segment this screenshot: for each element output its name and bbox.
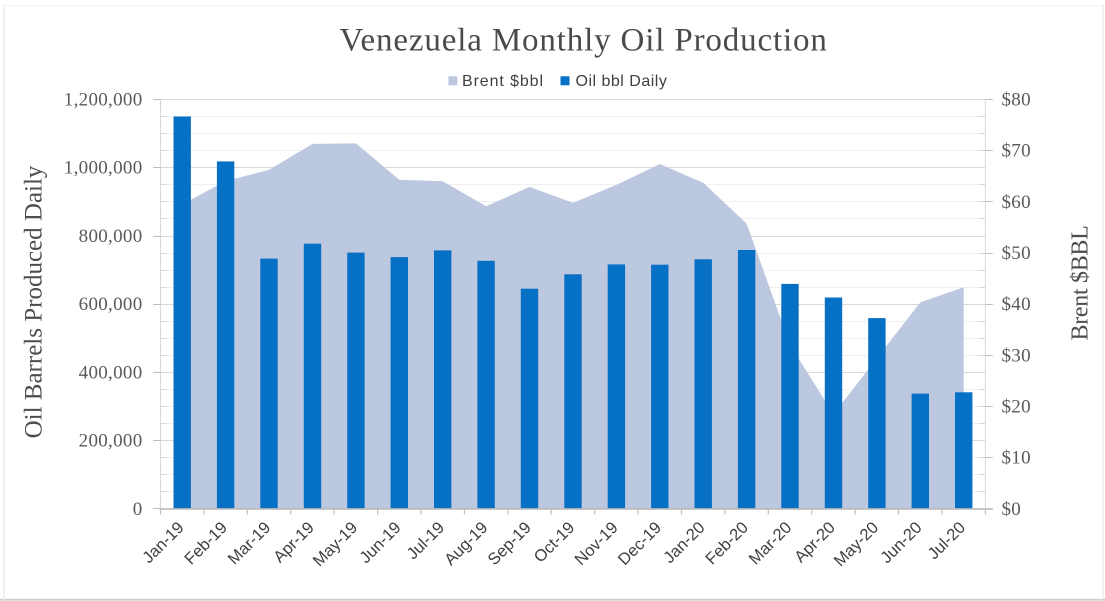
svg-text:600,000: 600,000: [79, 294, 143, 315]
svg-text:1,000,000: 1,000,000: [64, 158, 143, 179]
svg-text:800,000: 800,000: [79, 226, 143, 247]
svg-text:$40: $40: [1002, 294, 1031, 315]
svg-text:Venezuela Monthly Oil Producti: Venezuela Monthly Oil Production: [340, 23, 828, 59]
svg-text:200,000: 200,000: [79, 431, 143, 452]
svg-text:$10: $10: [1002, 448, 1031, 469]
svg-text:$20: $20: [1002, 397, 1031, 418]
svg-text:$30: $30: [1002, 345, 1031, 366]
svg-text:$50: $50: [1002, 243, 1031, 264]
svg-text:0: 0: [133, 499, 143, 520]
svg-text:400,000: 400,000: [79, 362, 143, 383]
svg-text:$70: $70: [1002, 141, 1031, 162]
svg-text:$0: $0: [1002, 499, 1022, 520]
svg-text:Brent $bbl: Brent $bbl: [462, 73, 544, 90]
svg-text:$60: $60: [1002, 192, 1031, 213]
svg-text:Brent $BBL: Brent $BBL: [1068, 226, 1094, 341]
svg-text:Oil Barrels Produced Daily: Oil Barrels Produced Daily: [21, 165, 48, 438]
svg-text:Oil bbl Daily: Oil bbl Daily: [576, 73, 668, 90]
svg-text:1,200,000: 1,200,000: [64, 89, 143, 110]
svg-text:$80: $80: [1002, 89, 1031, 110]
